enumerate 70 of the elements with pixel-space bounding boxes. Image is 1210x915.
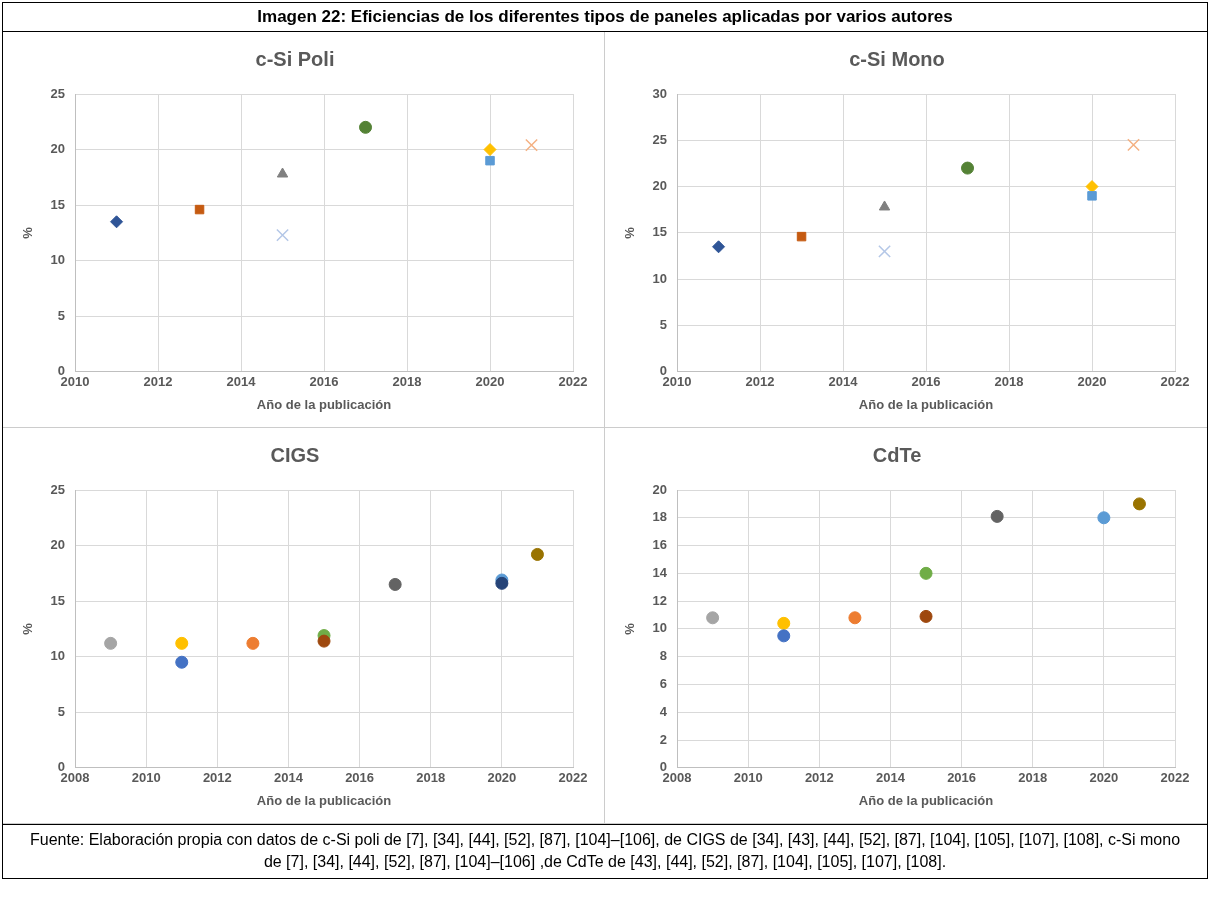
- chart-title: c-Si Poli: [255, 47, 335, 70]
- x-tick-label: 2020: [475, 374, 505, 390]
- source-note: Fuente: Elaboración propia con datos de c-Si poli de [7], [34], [44], [52], [87], [104]–[106], de CIGS de [34], [43], [44], [52], [87], [104], [105], [107], [108], c-Si mono de [7], [34], [44], [52], [87], [104]–[106] ,de CdTe de [43], [44], [52], [87], [104], [105], [107], [108].: [28, 830, 1182, 873]
- chart-title: CdTe: [872, 443, 922, 466]
- chart-title: CIGS: [270, 443, 320, 466]
- x-tick-label: 2018: [416, 770, 446, 786]
- y-tick-label: 25: [50, 85, 66, 101]
- y-tick-label: 10: [50, 648, 66, 664]
- x-tick-label: 2014: [274, 770, 304, 786]
- y-tick-label: 10: [50, 252, 66, 268]
- y-tick-label: 8: [659, 648, 668, 664]
- x-tick-label: 2012: [745, 374, 775, 390]
- x-tick-label: 2016: [911, 374, 941, 390]
- x-tick-label: 2020: [1089, 770, 1119, 786]
- y-axis-title: %: [622, 622, 638, 635]
- x-tick-label: 2022: [1160, 770, 1190, 786]
- y-tick-label: 10: [652, 270, 668, 286]
- x-tick-label: 2008: [662, 770, 692, 786]
- y-axis-title: %: [20, 622, 36, 635]
- chart-title: c-Si Mono: [849, 47, 945, 70]
- x-tick-label: 2014: [226, 374, 257, 390]
- y-tick-label: 4: [659, 703, 668, 719]
- y-axis-title: %: [622, 226, 638, 239]
- x-tick-label: 2018: [1018, 770, 1048, 786]
- y-tick-label: 5: [57, 307, 66, 323]
- y-tick-label: 25: [652, 131, 668, 147]
- y-tick-label: 25: [50, 481, 66, 497]
- x-tick-label: 2016: [309, 374, 339, 390]
- x-tick-label: 2012: [143, 374, 173, 390]
- y-tick-label: 2: [659, 731, 668, 747]
- x-tick-label: 2010: [60, 374, 90, 390]
- y-tick-label: 6: [659, 676, 668, 692]
- x-axis-title: Año de la publicación: [256, 792, 392, 808]
- y-tick-label: 16: [652, 537, 668, 553]
- x-axis-title: Año de la publicación: [858, 792, 994, 808]
- y-tick-label: 10: [652, 620, 668, 636]
- x-tick-label: 2020: [487, 770, 517, 786]
- x-tick-label: 2018: [392, 374, 422, 390]
- y-tick-label: 20: [50, 537, 66, 553]
- y-tick-label: 12: [652, 592, 668, 608]
- x-tick-label: 2016: [345, 770, 375, 786]
- x-tick-label: 2018: [994, 374, 1024, 390]
- x-tick-label: 2012: [804, 770, 834, 786]
- y-tick-label: 5: [659, 317, 668, 333]
- x-axis-title: Año de la publicación: [256, 396, 392, 412]
- y-tick-label: 20: [652, 481, 668, 497]
- x-tick-label: 2022: [1160, 374, 1190, 390]
- x-tick-label: 2022: [558, 770, 588, 786]
- x-tick-label: 2022: [558, 374, 588, 390]
- x-tick-label: 2010: [662, 374, 692, 390]
- x-tick-label: 2014: [876, 770, 906, 786]
- text: Imagen 22: Eficiencias de los diferentes tipos de paneles aplicadas por varios autores: [3, 3, 1207, 32]
- x-tick-label: 2020: [1077, 374, 1107, 390]
- y-tick-label: 5: [57, 703, 66, 719]
- x-tick-label: 2008: [60, 770, 90, 786]
- y-tick-label: 14: [652, 564, 668, 580]
- y-tick-label: 20: [652, 178, 668, 194]
- x-tick-label: 2014: [828, 374, 859, 390]
- y-tick-label: 15: [50, 592, 66, 608]
- x-axis-title: Año de la publicación: [858, 396, 994, 412]
- y-tick-label: 18: [652, 509, 668, 525]
- x-tick-label: 2016: [947, 770, 977, 786]
- y-tick-label: 30: [652, 85, 668, 101]
- x-tick-label: 2010: [131, 770, 161, 786]
- y-tick-label: 15: [50, 196, 66, 212]
- y-tick-label: 20: [50, 141, 66, 157]
- y-tick-label: 15: [652, 224, 668, 240]
- x-tick-label: 2010: [733, 770, 763, 786]
- x-tick-label: 2012: [202, 770, 232, 786]
- y-axis-title: %: [20, 226, 36, 239]
